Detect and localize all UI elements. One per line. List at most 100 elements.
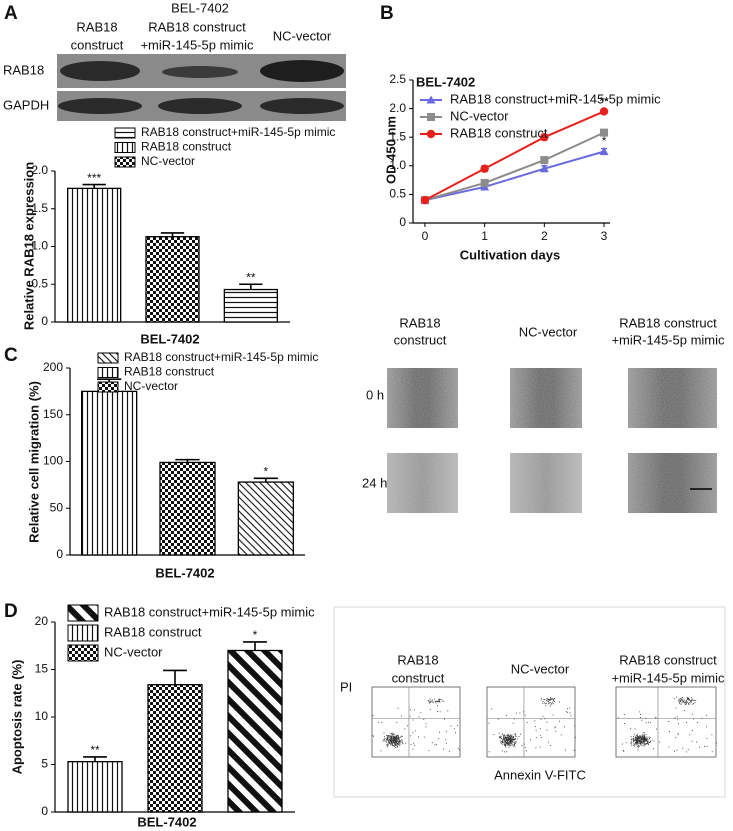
legend-swatch: [114, 156, 136, 168]
micrograph-texture: [628, 453, 717, 513]
marker: [480, 178, 489, 187]
panel-label: B: [380, 3, 394, 24]
image-column-label: NC-vector: [519, 324, 578, 339]
event-dots: [488, 697, 576, 753]
y-tick-label: 20: [35, 614, 49, 628]
x-axis-label: Cultivation days: [460, 247, 560, 262]
error-bar: [239, 283, 263, 290]
error-bar: [83, 756, 107, 762]
bar: [227, 649, 283, 813]
flow-column-label: RAB18: [397, 652, 438, 667]
micrograph-texture: [628, 368, 717, 428]
y-tick-label: 0.5: [389, 187, 406, 201]
blot-row-label: GAPDH: [3, 97, 49, 112]
legend-marker: [426, 95, 436, 104]
y-axis-label: Relative cell migration (%): [26, 381, 41, 543]
significance-label: *: [253, 628, 258, 642]
bar: [237, 481, 294, 556]
legend-label: RAB18 construct: [141, 140, 232, 154]
panel-label: C: [4, 345, 18, 366]
bar: [147, 684, 203, 813]
dot-plot: [486, 686, 576, 758]
significance-label: **: [90, 743, 100, 757]
x-tick-label: 3: [601, 229, 608, 243]
marker: [420, 195, 430, 205]
image-column-label: +miR-145-5p mimic: [611, 332, 725, 347]
micrograph-texture: [387, 368, 458, 428]
y-tick-label: 2.0: [389, 101, 406, 115]
blot-column-label: +miR-145-5p mimic: [140, 37, 254, 52]
image-column-label: RAB18: [399, 315, 440, 330]
x-tick-label: 0: [422, 229, 429, 243]
legend-swatch: [97, 352, 119, 364]
image-column-label: RAB18 construct: [619, 315, 717, 330]
x-axis-label: BEL-7402: [155, 565, 214, 580]
y-tick-label: 2.0: [31, 163, 48, 177]
flow-x-label: Annexin V-FITC: [494, 767, 586, 782]
micrograph-texture: [510, 368, 582, 428]
legend-label: RAB18 construct: [124, 365, 215, 379]
y-tick-label: 15: [35, 662, 49, 676]
x-axis-label: BEL-7402: [137, 814, 196, 829]
y-tick-label: 5: [41, 757, 48, 771]
error-bar: [243, 641, 267, 651]
marker: [599, 107, 609, 116]
flow-column-label: +miR-145-5p mimic: [611, 670, 725, 685]
flow-column-label: NC-vector: [511, 661, 570, 676]
y-tick-label: 0: [56, 547, 63, 561]
flow-cytometry: RAB18 construct NC-vector RAB18 construc…: [333, 606, 726, 798]
blot-title: BEL-7402: [171, 0, 229, 15]
blot-band: [162, 66, 238, 78]
significance-label: **: [246, 270, 256, 284]
legend-label: RAB18 construct+miR-145-5p mimic: [141, 125, 335, 139]
blot-column-label: NC-vector: [273, 28, 332, 43]
y-axis-label: Apoptosis rate (%): [9, 660, 24, 775]
x-axis-label: BEL-7402: [140, 331, 199, 346]
micrograph-texture: [387, 453, 458, 513]
y-axis-label: Relative RAB18 expression: [21, 162, 36, 330]
legend-marker: [426, 129, 436, 139]
marker: [599, 147, 609, 155]
series-line: [424, 131, 605, 202]
blot-column-label: RAB18: [76, 19, 117, 34]
legend-label: NC-vector: [124, 379, 178, 393]
micrograph-texture: [510, 453, 582, 513]
blot-band: [260, 60, 344, 82]
panel-label: D: [4, 601, 18, 622]
dot-plot: [371, 686, 461, 758]
series-line: [424, 110, 605, 202]
series-line: [424, 150, 605, 202]
legend-swatch: [67, 604, 99, 622]
legend-label: RAB18 construct+miR-145-5p mimic: [450, 91, 661, 106]
y-tick-label: 10: [35, 709, 49, 723]
legend-swatch: [97, 367, 119, 378]
event-dots: [372, 698, 460, 753]
y-tick-label: 50: [50, 500, 64, 514]
legend-swatch: [114, 127, 136, 139]
marker: [539, 164, 549, 173]
y-tick-label: 0: [399, 215, 406, 229]
blot-band: [58, 98, 142, 114]
legend-swatch: [67, 644, 99, 662]
y-tick-label: 1.5: [389, 129, 406, 143]
migration-images: RAB18 construct NC-vector RAB18 construc…: [362, 315, 725, 513]
marker: [540, 133, 549, 142]
image-row-label: 24 h: [362, 475, 387, 490]
bar: [67, 187, 122, 323]
legend-label: NC-vector: [450, 108, 509, 123]
legend-swatch: [114, 142, 136, 153]
blot-band: [60, 61, 140, 81]
legend-label: RAB18 construct+miR-145-5p mimic: [104, 604, 315, 619]
legend-swatch: [67, 624, 99, 642]
image-row-label: 0 h: [366, 387, 384, 402]
event-dots: [617, 696, 717, 753]
significance-label: *: [602, 134, 607, 148]
y-tick-label: 100: [43, 454, 63, 468]
y-tick-label: 0: [41, 804, 48, 818]
marker: [600, 128, 609, 137]
bar: [145, 236, 200, 323]
y-tick-label: 2.5: [389, 72, 406, 86]
panel-frame: [333, 606, 726, 798]
legend-label: RAB18 construct+miR-145-5p mimic: [124, 350, 318, 364]
